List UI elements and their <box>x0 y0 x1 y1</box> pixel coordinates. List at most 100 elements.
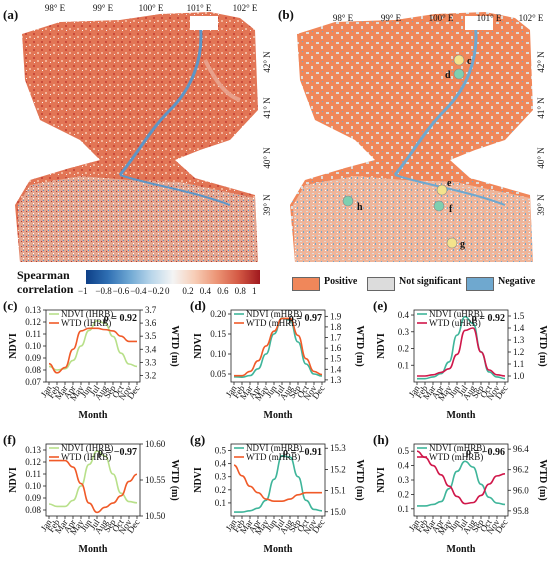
colorbar-title: Spearman correlation <box>17 268 73 296</box>
y-right-axis-title: WTD (m) <box>354 459 365 500</box>
point-e-marker <box>436 184 448 196</box>
colorbar-tick-label: 0 <box>165 286 170 296</box>
y-left-tick-label: 0.15 <box>210 329 226 339</box>
lat-label: 39° N <box>262 194 272 216</box>
y-left-axis-title: NDVI <box>193 467 204 493</box>
colorbar-tick-label: −0.4 <box>130 286 147 296</box>
series-line-wtd <box>416 450 506 505</box>
lat-label: 41° N <box>536 97 546 119</box>
legend-swatch-not-significant <box>367 277 395 291</box>
lon-label: 98° E <box>333 13 354 23</box>
series-line-ndvi <box>417 460 506 507</box>
y-right-tick-label: 1.3 <box>513 335 525 345</box>
panel-d-letter: (d) <box>190 298 206 313</box>
panel-h-letter: (h) <box>373 432 389 447</box>
y-left-tick-label: 0.3 <box>398 475 410 485</box>
rho-label: ρ = 0.97 <box>288 313 322 324</box>
map-a: 98° E 99° E 100° E 101° E 102° E 42° N 4… <box>15 3 272 262</box>
legend-label: WTD (mHRB) <box>246 452 300 462</box>
y-right-tick-label: 96.4 <box>513 444 529 454</box>
legend-label: NDVI (IHRB) <box>61 443 113 453</box>
colorbar-tick-label: −0.8 <box>95 286 112 296</box>
y-left-tick-label: 0.2 <box>215 485 226 495</box>
lon-label: 101° E <box>477 13 502 23</box>
lon-label: 99° E <box>93 3 114 13</box>
chart-c: 0.07 0.08 0.09 0.10 0.11 0.12 0.13 3.2 3.3 3.4 3.5… <box>8 305 180 421</box>
category-legend: Positive Not significant Negative <box>292 276 542 292</box>
y-left-tick-label: 0.10 <box>25 481 41 491</box>
y-right-tick-label: 96.0 <box>513 485 529 495</box>
legend-label: WTD (mHRB) <box>429 452 483 462</box>
colorbar-tick-label: −0.6 <box>112 286 130 296</box>
chart-h: 0.10.20.30.40.595.896.096.296.4JanFebMar… <box>376 443 548 555</box>
rho-label: ρ = −0.97 <box>98 447 137 458</box>
series-line-ndvi <box>48 450 138 508</box>
series-line-wtd <box>233 464 322 502</box>
chart-g: 0.10.20.30.40.515.015.115.215.3JanFebMar… <box>193 443 365 555</box>
y-left-axis-title: NDVI <box>8 467 19 493</box>
point-h-label: h <box>357 202 363 213</box>
y-left-tick-label: 0.09 <box>25 493 41 503</box>
colorbar-tick-label: 0.4 <box>199 286 212 296</box>
legend-label-negative: Negative <box>498 276 536 287</box>
y-right-tick-label: 1.1 <box>513 359 524 369</box>
point-h-marker <box>342 195 354 207</box>
colorbar-title-line1: Spearman <box>17 268 70 282</box>
y-left-tick-label: 0.1 <box>398 360 409 370</box>
lon-label: 100° E <box>429 13 454 23</box>
chart-d: 0.050.100.150.201.31.41.51.61.71.81.9Jan… <box>193 309 365 421</box>
series-line-wtd <box>49 459 138 514</box>
lat-label: 42° N <box>536 51 546 73</box>
lon-label: 100° E <box>139 3 164 13</box>
y-left-tick-label: 0.08 <box>25 505 41 515</box>
y-right-tick-label: 3.3 <box>145 357 157 367</box>
legend-label: NDVI (mHRB) <box>246 309 302 319</box>
y-left-tick-label: 0.5 <box>215 446 227 456</box>
colorbar-tick-label: 1 <box>252 286 257 296</box>
y-left-tick-label: 0.13 <box>25 305 41 315</box>
panel-f-letter: (f) <box>3 432 16 447</box>
series-line-wtd <box>48 327 137 374</box>
y-left-tick-label: 0.09 <box>25 353 41 363</box>
legend-label: NDVI (IHRB) <box>61 309 113 319</box>
y-right-tick-label: 3.4 <box>145 344 157 354</box>
y-right-tick-label: 1.4 <box>330 364 342 374</box>
chart-e: 0.10.20.30.41.01.11.21.31.41.5JanFebMarA… <box>376 309 548 421</box>
x-axis-title: Month <box>79 544 108 555</box>
x-axis-title: Month <box>447 410 476 421</box>
y-left-tick-label: 0.3 <box>215 472 227 482</box>
legend-label: NDVI (mHRB) <box>246 443 302 453</box>
y-left-tick-label: 0.20 <box>210 309 226 319</box>
y-left-tick-label: 0.4 <box>398 461 410 471</box>
legend-swatch-positive <box>292 277 320 291</box>
point-c-marker <box>453 54 465 66</box>
point-d-label: d <box>445 70 451 81</box>
y-right-tick-label: 1.8 <box>330 322 342 332</box>
y-left-tick-label: 0.12 <box>25 317 41 327</box>
y-right-tick-label: 3.6 <box>145 318 157 328</box>
y-right-tick-label: 10.55 <box>145 475 166 485</box>
y-left-tick-label: 0.4 <box>398 310 410 320</box>
y-right-tick-label: 3.2 <box>145 370 156 380</box>
rho-label: ρ = 0.92 <box>103 313 137 324</box>
lat-label: 40° N <box>536 147 546 169</box>
colorbar-tick-label: 0.8 <box>234 286 246 296</box>
x-axis-title: Month <box>79 410 108 421</box>
y-left-axis-title: NDVI <box>193 333 204 359</box>
plot-frame <box>230 309 326 383</box>
plot-frame <box>230 443 326 517</box>
y-right-axis-title: WTD (m) <box>537 325 548 366</box>
legend-label-not-significant: Not significant <box>399 276 462 287</box>
legend-label-positive: Positive <box>324 276 358 287</box>
y-right-tick-label: 15.3 <box>330 443 346 453</box>
panel-g-letter: (g) <box>190 432 206 447</box>
legend-label: WTD (IHRB) <box>61 452 111 462</box>
y-right-tick-label: 1.0 <box>513 371 525 381</box>
rho-label: ρ = −0.91 <box>283 447 322 458</box>
lat-label: 40° N <box>262 147 272 169</box>
y-right-tick-label: 15.2 <box>330 464 346 474</box>
lat-label: 42° N <box>262 51 272 73</box>
y-right-tick-label: 10.50 <box>145 511 166 521</box>
y-right-tick-label: 1.5 <box>513 311 525 321</box>
y-left-tick-label: 0.13 <box>25 445 41 455</box>
